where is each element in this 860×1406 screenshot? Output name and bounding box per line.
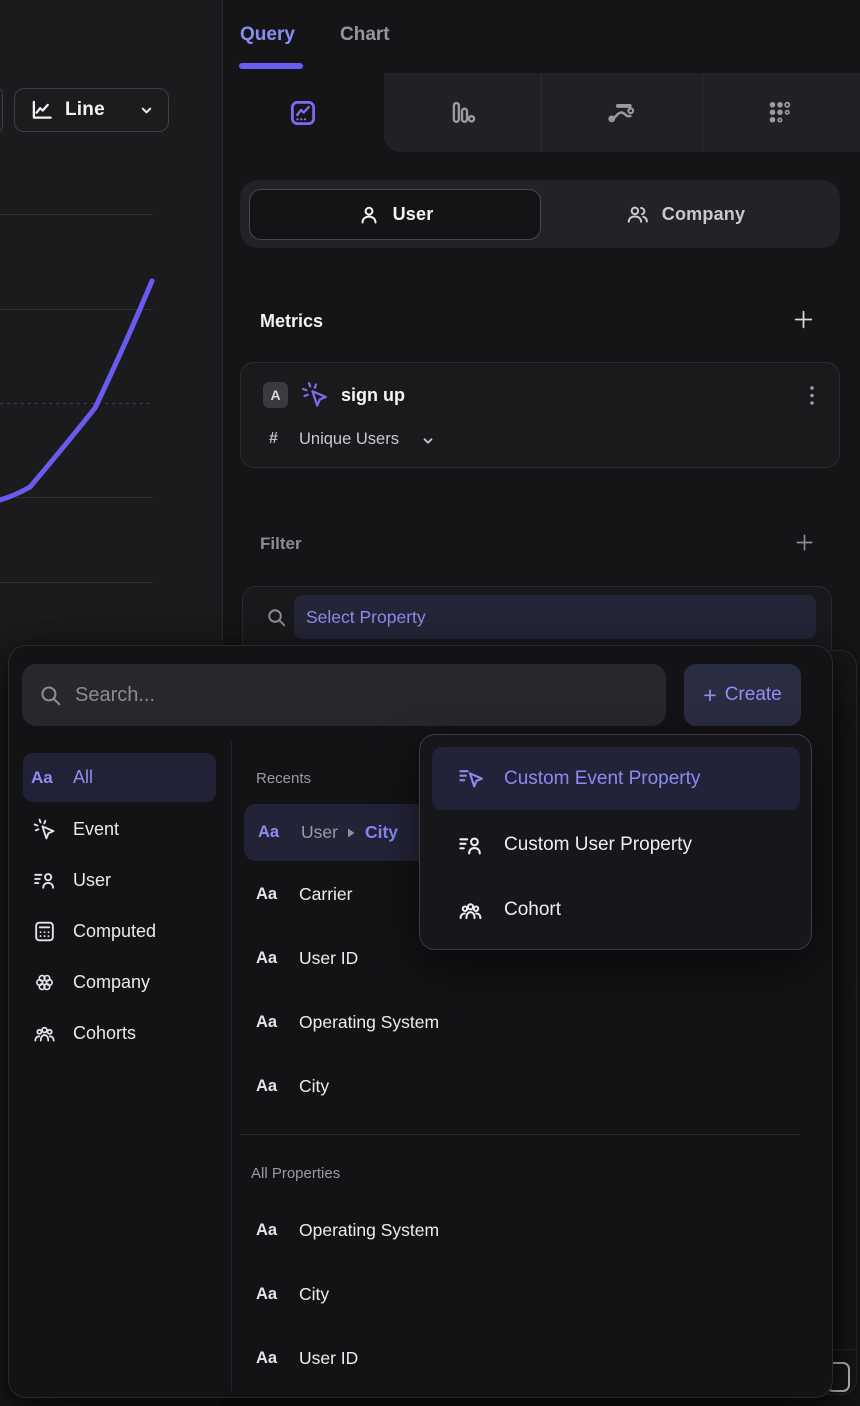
- metric-card[interactable]: A sign up # Unique Users: [240, 362, 840, 468]
- aggregation-selector[interactable]: Unique Users: [299, 430, 399, 448]
- create-menu-custom-event-property[interactable]: Custom Event Property: [432, 747, 800, 810]
- create-menu-cohort[interactable]: Cohort: [432, 884, 800, 936]
- picker-column-divider: [231, 741, 232, 1391]
- property-item[interactable]: Aa City: [256, 1284, 330, 1304]
- chart-type-label: Line: [65, 99, 105, 120]
- breadcrumb-arrow-icon: [347, 828, 355, 838]
- property-picker-modal: + Create Aa All Event User: [8, 645, 833, 1398]
- tab-chart[interactable]: Chart: [340, 24, 390, 45]
- chart-type-tab-flow[interactable]: [583, 73, 659, 152]
- metric-kebab-menu[interactable]: [799, 381, 825, 411]
- picker-search-field[interactable]: [22, 664, 666, 726]
- add-filter-button[interactable]: [793, 531, 816, 554]
- type-aa-glyph: Aa: [256, 1349, 278, 1367]
- create-button[interactable]: + Create: [684, 664, 801, 726]
- panel-divider: [222, 0, 223, 645]
- cohort-people-icon: [457, 897, 484, 924]
- kebab-icon: [799, 381, 825, 411]
- filter-section-title: Filter: [260, 534, 302, 553]
- type-aa-glyph: Aa: [256, 1221, 278, 1239]
- category-company[interactable]: Company: [23, 961, 216, 1003]
- chart-gridline-dashed: [0, 403, 153, 404]
- scope-option-company[interactable]: Company: [539, 189, 831, 240]
- plus-icon: [791, 307, 816, 332]
- all-properties-heading: All Properties: [251, 1165, 341, 1182]
- offscreen-button-edge: [0, 88, 3, 132]
- list-section-divider: [241, 1134, 799, 1135]
- custom-event-property-icon: [457, 765, 484, 792]
- plus-icon: [793, 531, 816, 554]
- type-aa-glyph: Aa: [256, 949, 278, 967]
- metric-event-name[interactable]: sign up: [341, 385, 405, 405]
- create-label: Create: [724, 684, 782, 705]
- chart-gridline: [0, 582, 153, 583]
- category-all[interactable]: Aa All: [23, 753, 216, 802]
- insights-line-icon: [288, 98, 318, 128]
- type-aa-glyph: Aa: [256, 885, 278, 903]
- trend-line-series: [0, 278, 155, 503]
- active-tab-underline: [239, 63, 303, 69]
- select-property-placeholder: Select Property: [306, 606, 426, 627]
- recents-heading: Recents: [256, 770, 312, 787]
- chart-gridline: [0, 497, 153, 498]
- computed-calculator-icon: [31, 919, 57, 944]
- search-icon: [265, 606, 288, 629]
- chart-type-tab-retention[interactable]: [742, 73, 818, 152]
- scope-company-label: Company: [661, 204, 746, 224]
- strip-divider: [702, 73, 703, 152]
- recent-item[interactable]: Aa City: [256, 1076, 330, 1096]
- create-menu-custom-user-property[interactable]: Custom User Property: [432, 819, 800, 871]
- scope-user-label: User: [392, 204, 434, 224]
- line-chart-icon: [29, 97, 55, 123]
- property-item[interactable]: Aa Operating System: [256, 1220, 440, 1240]
- bar-chart-icon: [447, 98, 477, 128]
- retention-dots-icon: [765, 98, 795, 128]
- tab-query[interactable]: Query: [240, 24, 295, 45]
- plus-icon: +: [703, 681, 717, 708]
- search-icon: [38, 683, 63, 708]
- strip-divider: [541, 73, 542, 152]
- cohorts-people-icon: [31, 1021, 57, 1046]
- scope-option-user[interactable]: User: [249, 189, 541, 240]
- type-aa-glyph: Aa: [256, 1285, 278, 1303]
- aggregation-symbol: #: [269, 430, 278, 447]
- chart-type-tab-bar[interactable]: [424, 73, 500, 152]
- chart-gridline: [0, 309, 153, 310]
- user-icon: [357, 203, 381, 227]
- company-people-icon: [625, 202, 650, 227]
- property-item[interactable]: Aa User ID: [256, 1348, 359, 1368]
- series-letter-badge: A: [263, 382, 288, 408]
- recent-item[interactable]: Aa Carrier: [256, 884, 353, 904]
- category-computed[interactable]: Computed: [23, 910, 216, 952]
- recent-item[interactable]: Aa User ID: [256, 948, 359, 968]
- chevron-down-icon: [421, 434, 435, 448]
- flow-icon: [606, 98, 636, 128]
- category-user[interactable]: User: [23, 859, 216, 901]
- chevron-down-icon: [139, 103, 154, 118]
- chart-type-dropdown-button[interactable]: Line: [14, 88, 169, 132]
- scope-segmented-control: User Company: [240, 180, 840, 248]
- select-property-input[interactable]: Select Property: [294, 595, 816, 639]
- chart-type-tab-insights[interactable]: [265, 73, 341, 152]
- search-input[interactable]: [75, 683, 650, 707]
- type-aa-glyph: Aa: [31, 767, 53, 787]
- event-spark-icon: [31, 817, 57, 842]
- event-spark-icon: [300, 380, 330, 410]
- recent-item[interactable]: Aa Operating System: [256, 1012, 440, 1032]
- category-cohorts[interactable]: Cohorts: [23, 1012, 216, 1054]
- type-aa-glyph: Aa: [256, 1013, 278, 1031]
- chart-gridline: [0, 214, 153, 215]
- custom-user-property-icon: [457, 832, 484, 859]
- category-event[interactable]: Event: [23, 808, 216, 850]
- create-menu: Custom Event Property Custom User Proper…: [419, 734, 812, 950]
- type-aa-glyph: Aa: [258, 823, 280, 841]
- company-flower-icon: [31, 970, 57, 995]
- user-property-icon: [31, 868, 57, 893]
- metrics-section-title: Metrics: [260, 311, 324, 331]
- add-metric-button[interactable]: [791, 307, 816, 332]
- type-aa-glyph: Aa: [256, 1077, 278, 1095]
